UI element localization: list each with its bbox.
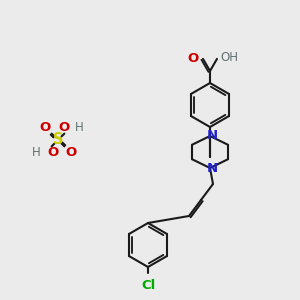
Text: S: S <box>53 133 63 148</box>
Text: H: H <box>75 121 83 134</box>
Text: H: H <box>32 146 40 159</box>
Text: O: O <box>58 121 70 134</box>
Text: O: O <box>188 52 199 65</box>
Text: O: O <box>47 146 58 159</box>
Text: N: N <box>206 129 218 142</box>
Text: Cl: Cl <box>141 279 155 292</box>
Text: O: O <box>40 121 51 134</box>
Text: O: O <box>65 146 76 159</box>
Text: OH: OH <box>220 51 238 64</box>
Text: N: N <box>206 162 218 175</box>
